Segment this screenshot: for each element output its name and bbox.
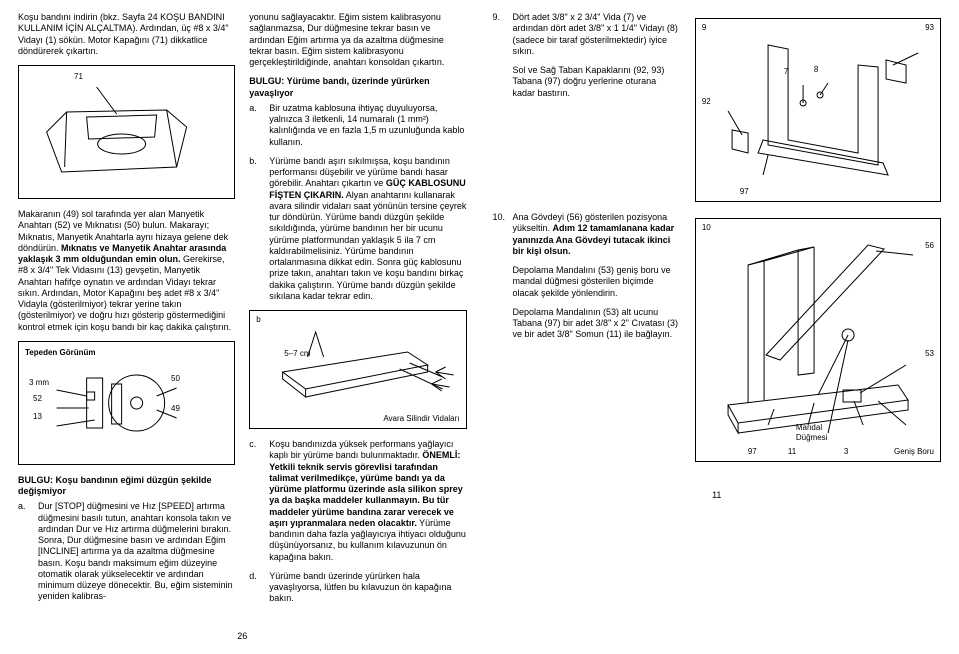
item-a-label: a. bbox=[18, 501, 32, 602]
callout-53: 53 bbox=[925, 349, 934, 359]
bulgu-slow: BULGU: Yürüme bandı, üzerinde yürürken y… bbox=[249, 76, 466, 99]
figure-belt-tension: b 5–7 cm Ava bbox=[249, 310, 466, 429]
magnet-text-2: Gerekirse, #8 x 3/4" Tek Vidasını (13) g… bbox=[18, 254, 231, 332]
item-b-label: b. bbox=[249, 156, 263, 302]
step-9-text-2: Sol ve Sağ Taban Kapaklarını (92, 93) Ta… bbox=[513, 65, 681, 99]
step-10-text-1: Ana Gövdeyi (56) gösterilen pozisyona yü… bbox=[513, 212, 681, 257]
step-9-text-1: Dört adet 3/8" x 2 3/4" Vida (7) ve ardı… bbox=[513, 12, 681, 57]
callout-3mm: 3 mm bbox=[29, 378, 49, 388]
figure-step-10: 10 bbox=[695, 218, 941, 462]
calib-cont: yonunu sağlayacaktır. Eğim sistem kalibr… bbox=[249, 12, 466, 68]
magnet-text: Makaranın (49) sol tarafında yer alan Ma… bbox=[18, 209, 235, 333]
callout-97: 97 bbox=[740, 187, 749, 197]
callout-92: 92 bbox=[702, 97, 711, 107]
figure-motor-cover: 71 bbox=[18, 65, 235, 199]
bulgu-incline: BULGU: Koşu bandının eğimi düzgün şekild… bbox=[18, 475, 235, 498]
item-a2-label: a. bbox=[249, 103, 263, 148]
item-c-text: Koşu bandınızda yüksek performans yağlay… bbox=[269, 439, 466, 563]
callout-93: 93 bbox=[925, 23, 934, 33]
page-number-11: 11 bbox=[493, 490, 942, 501]
step-10-text-3: Depolama Mandalının (53) alt ucunu Taban… bbox=[513, 307, 681, 341]
top-view-label: Tepeden Görünüm bbox=[25, 348, 96, 358]
callout-avara: Avara Silindir Vidaları bbox=[383, 414, 459, 424]
fig-b-label: b bbox=[256, 315, 260, 325]
callout-3: 3 bbox=[844, 447, 848, 457]
step-9-num: 9. bbox=[493, 12, 507, 107]
callout-49: 49 bbox=[171, 404, 180, 414]
step-10-num: 10. bbox=[493, 212, 507, 349]
fig10-label: 10 bbox=[702, 223, 711, 233]
callout-8: 8 bbox=[814, 65, 818, 75]
callout-mandal: Mandal Düğmesi bbox=[796, 423, 836, 443]
figure-step-9: 9 bbox=[695, 18, 941, 202]
callout-5-7cm: 5–7 cm bbox=[284, 349, 310, 359]
fig9-label: 9 bbox=[702, 23, 706, 33]
figure-top-view: Tepeden Görünüm bbox=[18, 341, 235, 465]
c-text-bold: ÖNEMLİ: Yetkili teknik servis görevlisi … bbox=[269, 450, 463, 528]
callout-50: 50 bbox=[171, 374, 180, 384]
item-a2-text: Bir uzatma kablosuna ihtiyaç duyuluyorsa… bbox=[269, 103, 466, 148]
item-d-text: Yürüme bandı üzerinde yürürken hala yava… bbox=[269, 571, 466, 605]
callout-7: 7 bbox=[784, 67, 788, 77]
item-d-label: d. bbox=[249, 571, 263, 605]
callout-97b: 97 bbox=[748, 447, 757, 457]
item-b-text: Yürüme bandı aşırı sıkılmışsa, koşu band… bbox=[269, 156, 466, 302]
callout-11: 11 bbox=[788, 447, 796, 457]
page-number-26: 26 bbox=[18, 631, 467, 642]
intro-text: Koşu bandını indirin (bkz. Sayfa 24 KOŞU… bbox=[18, 12, 235, 57]
callout-71: 71 bbox=[74, 72, 83, 82]
item-a-text: Dur [STOP] düğmesini ve Hız [SPEED] artı… bbox=[38, 501, 235, 602]
b-text-2: Alyan anahtarını kullanarak avara silind… bbox=[269, 190, 466, 301]
callout-13: 13 bbox=[33, 412, 42, 422]
callout-genis: Geniş Boru bbox=[894, 447, 934, 457]
item-c-label: c. bbox=[249, 439, 263, 563]
step-10-text-2: Depolama Mandalını (53) geniş boru ve ma… bbox=[513, 265, 681, 299]
callout-52: 52 bbox=[33, 394, 42, 404]
callout-56: 56 bbox=[925, 241, 934, 251]
